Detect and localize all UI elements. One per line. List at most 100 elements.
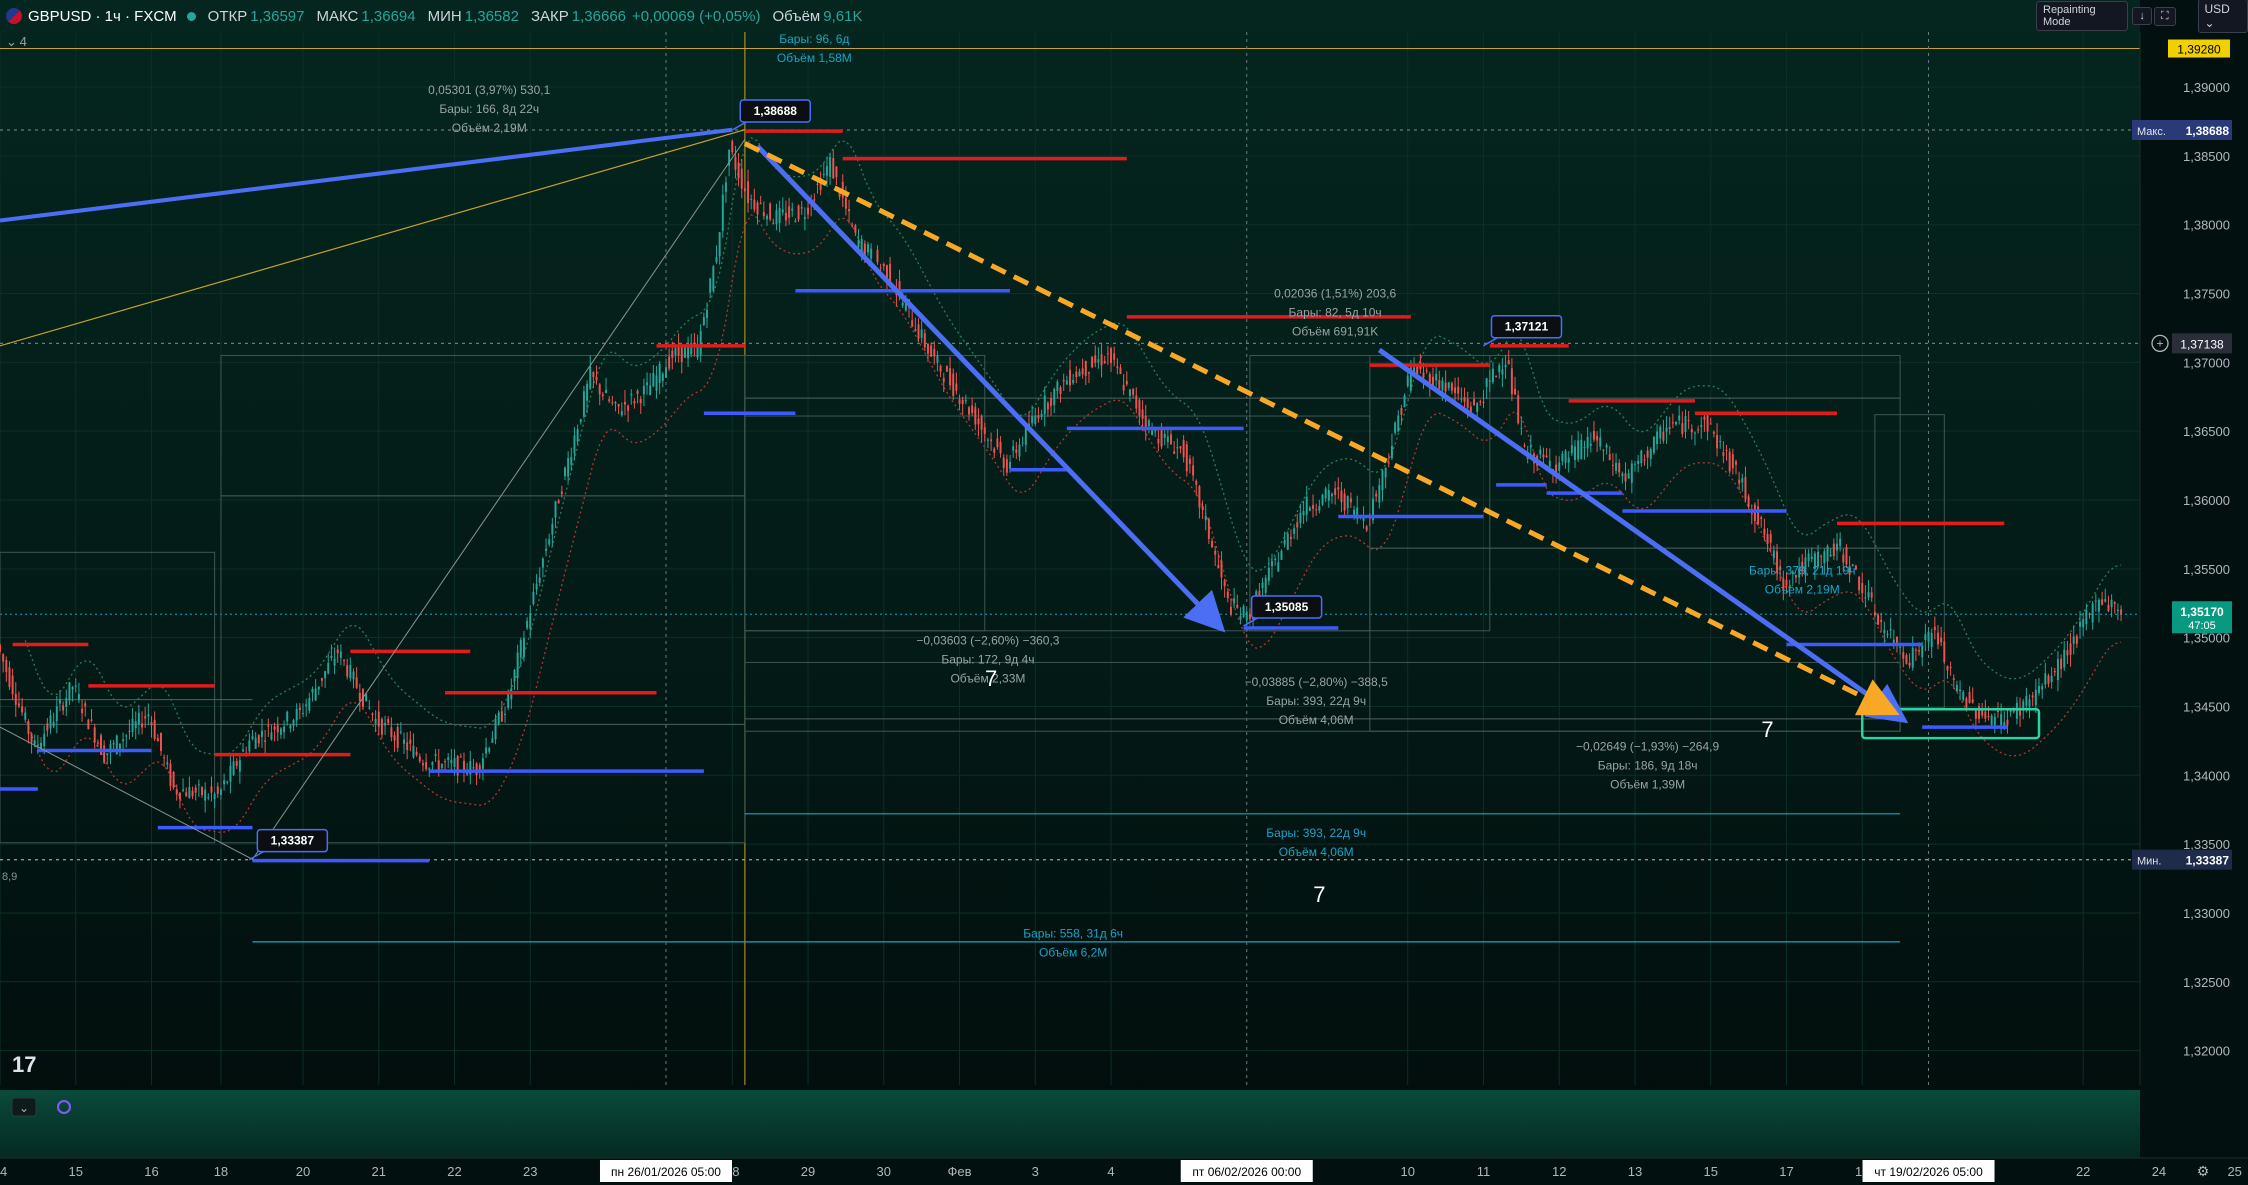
candle-body: [393, 735, 396, 741]
symbol-title[interactable]: GBPUSD · 1ч · FXCM: [28, 7, 177, 25]
candle-body: [55, 706, 58, 722]
candle-body: [1296, 522, 1299, 528]
candle-body: [11, 675, 14, 695]
trend-line[interactable]: [0, 726, 253, 860]
candle-body: [784, 212, 787, 221]
candle-body: [1621, 473, 1624, 477]
trend-line[interactable]: [743, 141, 1900, 716]
candle-body: [652, 373, 655, 387]
price-tick: 1,34000: [2183, 768, 2230, 783]
candle-body: [1895, 636, 1898, 644]
time-tick: 17: [1779, 1164, 1793, 1179]
candle-body: [226, 781, 229, 783]
candle-body: [535, 583, 538, 590]
candle-body: [611, 402, 614, 404]
candle-body: [178, 792, 181, 800]
candle-body: [488, 748, 491, 752]
price-tick: 1,36000: [2183, 493, 2230, 508]
time-tick: 22: [2076, 1164, 2090, 1179]
price-axis[interactable]: 1,39000 1,38500 1,38000 1,37500 1,37000 1,365…: [2132, 0, 2248, 1185]
repainting-mode-button[interactable]: Repainting Mode: [2036, 1, 2129, 31]
candle-body: [889, 263, 892, 286]
candle-body: [993, 448, 996, 453]
candle-body: [914, 329, 917, 332]
trend-line[interactable]: [0, 127, 733, 223]
candle-body: [2085, 610, 2088, 625]
candle-body: [1504, 364, 1507, 368]
candle-body: [500, 711, 503, 722]
candle-body: [1072, 379, 1075, 383]
candle-body: [1069, 370, 1071, 386]
candle-body: [1744, 477, 1747, 500]
candle-body: [1877, 614, 1880, 625]
candle-body: [2031, 695, 2034, 698]
candle-body: [2110, 599, 2113, 608]
measure-label: −0,02649 (−1,93%) −264,9: [1576, 740, 1719, 754]
candle-body: [567, 458, 570, 477]
candle-body: [1791, 571, 1794, 574]
candle-body: [743, 188, 746, 192]
candle-body: [1050, 398, 1053, 406]
candle-body: [1924, 634, 1927, 641]
volume-value: 9,61K: [823, 7, 863, 25]
price-axis-background: [2140, 0, 2248, 1185]
candle-body: [1372, 498, 1374, 521]
arrow-down-icon[interactable]: ↓: [2132, 7, 2152, 25]
candle-body: [1384, 467, 1387, 478]
trend-line[interactable]: [252, 139, 746, 860]
candle-body: [1589, 443, 1592, 446]
candle-body: [1656, 431, 1659, 444]
candle-body: [475, 763, 478, 775]
candle-body: [867, 244, 869, 253]
candle-body: [289, 725, 292, 729]
candle-body: [1245, 611, 1248, 621]
candle-body: [1122, 384, 1125, 391]
candle-body: [1106, 353, 1109, 355]
trend-line[interactable]: [0, 129, 746, 347]
candle-body: [1839, 538, 1842, 547]
candle-body: [1845, 547, 1848, 565]
count-label: 7: [1313, 882, 1325, 907]
candle-body: [1763, 528, 1766, 535]
candle-body: [1810, 556, 1813, 559]
candle-body: [491, 738, 494, 743]
candle-body: [144, 716, 147, 719]
candle-body: [974, 407, 977, 425]
candle-body: [1618, 462, 1621, 473]
candle-body: [863, 243, 866, 256]
candle-body: [1785, 579, 1788, 586]
candle-body: [860, 238, 863, 252]
market-open-icon: [186, 11, 196, 21]
candle-body: [1229, 606, 1232, 615]
trend-line[interactable]: [1377, 347, 1909, 724]
candle-body: [8, 667, 11, 688]
time-tick: 12: [1552, 1164, 1566, 1179]
candle-body: [1040, 413, 1043, 418]
time-axis[interactable]: ⌄1415161820212223282930Фев34101112131517…: [0, 1090, 2248, 1185]
candle-body: [2088, 613, 2091, 615]
candle-body: [36, 744, 39, 746]
candle-body: [2038, 685, 2040, 694]
candle-body: [1154, 429, 1157, 432]
candle-body: [677, 345, 680, 356]
candle-body: [1836, 543, 1838, 551]
candle-body: [1911, 647, 1914, 668]
candle-body: [1851, 564, 1854, 567]
time-badge-text: чт 19/02/2026 05:00: [1874, 1165, 1983, 1179]
candle-body: [1952, 678, 1955, 680]
candle-body: [1902, 652, 1905, 659]
indicators-toggle[interactable]: ⌄ 4: [6, 34, 27, 50]
currency-selector[interactable]: USD ⌄: [2197, 0, 2248, 33]
trend-line[interactable]: [755, 144, 1226, 633]
candle-body: [412, 745, 415, 758]
candle-body: [766, 215, 768, 220]
screenshot-icon[interactable]: ⛶: [2153, 6, 2176, 26]
candle-body: [1204, 515, 1207, 521]
measure-label: Объём 691,91K: [1292, 325, 1378, 339]
candle-body: [1264, 577, 1267, 593]
trend-lines[interactable]: [0, 127, 1909, 860]
candle-body: [516, 652, 519, 679]
candle-body: [1220, 560, 1223, 578]
